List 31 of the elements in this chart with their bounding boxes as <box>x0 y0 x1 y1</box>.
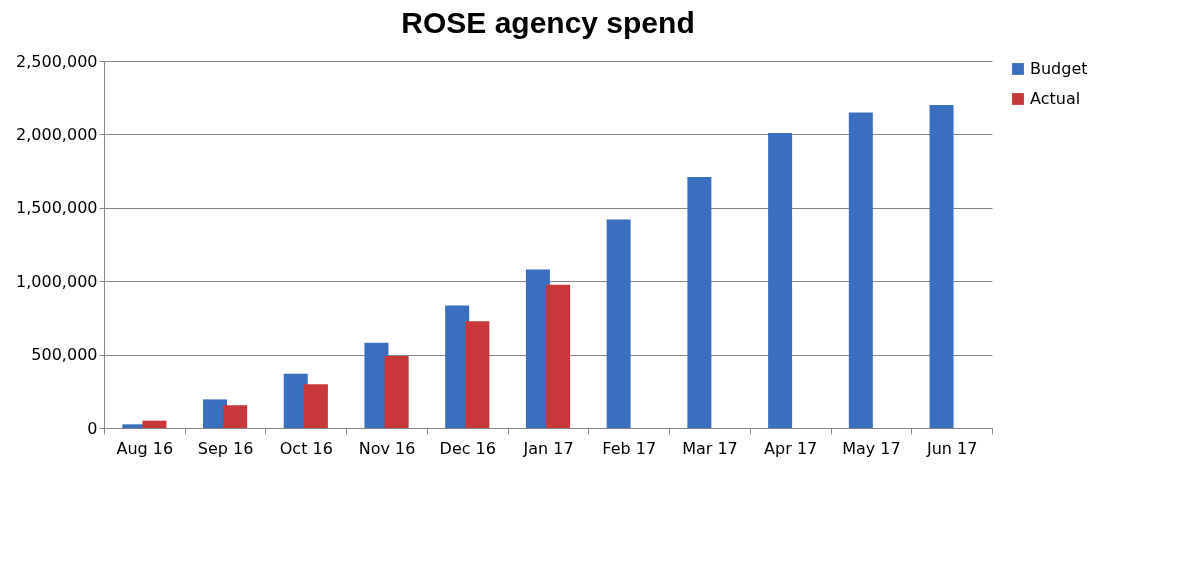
bar <box>303 384 328 428</box>
legend-label: Actual <box>1030 89 1081 108</box>
bar <box>768 132 793 428</box>
bar <box>687 176 712 428</box>
bar <box>223 405 248 428</box>
y-tick-label: 2,500,000 <box>16 51 98 71</box>
x-tick-label: Apr 17 <box>764 438 818 458</box>
y-tick-label: 1,500,000 <box>16 198 98 218</box>
bar <box>606 219 631 428</box>
x-tick-label: Aug 16 <box>116 438 174 458</box>
bar <box>384 356 409 428</box>
x-tick-label: Jan 17 <box>522 438 574 458</box>
y-tick-label: 0 <box>87 418 98 438</box>
y-tick-label: 2,000,000 <box>16 124 98 144</box>
y-tick-label: 1,000,000 <box>16 271 98 291</box>
bar <box>465 321 490 428</box>
chart-title: ROSE agency spend <box>401 6 695 39</box>
x-tick-label: Jun 17 <box>925 438 978 458</box>
x-tick-label: Dec 16 <box>439 438 496 458</box>
x-tick-label: Oct 16 <box>279 438 333 458</box>
x-tick-label: Sep 16 <box>197 438 254 458</box>
x-tick-label: May 17 <box>842 438 901 458</box>
x-tick-label: Nov 16 <box>358 438 416 458</box>
bar <box>929 105 954 428</box>
bar <box>142 420 167 428</box>
bar <box>546 284 571 428</box>
legend-label: Budget <box>1030 59 1088 78</box>
bar <box>848 112 873 428</box>
x-tick-label: Mar 17 <box>682 438 738 458</box>
x-tick-label: Feb 17 <box>602 438 657 458</box>
y-tick-label: 500,000 <box>31 345 98 365</box>
